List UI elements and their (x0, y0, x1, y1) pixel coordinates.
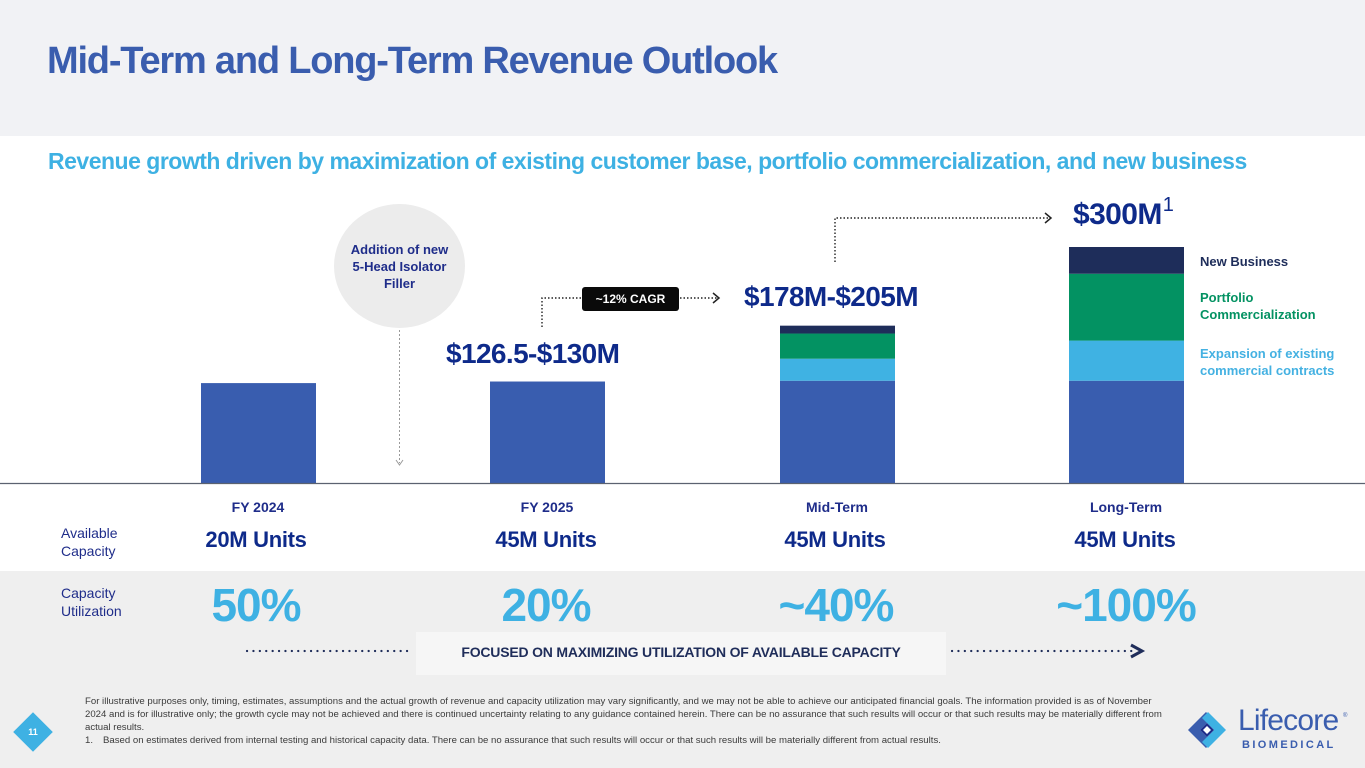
footnote: 1. Based on estimates derived from inter… (85, 734, 1170, 747)
page-subtitle: Revenue growth driven by maximization of… (48, 148, 1247, 174)
cagr-arrow-icon (712, 292, 721, 304)
footnote-number: 1. (85, 735, 94, 746)
footer-band (0, 675, 1365, 768)
data-label-longterm-value: $300M (1073, 198, 1162, 231)
bar-long-term-base (1069, 380, 1184, 483)
available-capacity-value: 45M Units (784, 527, 886, 552)
bar-mid-term-new (780, 325, 895, 334)
logo-wordmark: Lifecore (1238, 704, 1339, 737)
legend-new-business: New Business (1200, 254, 1289, 269)
filler-connector-arrow-icon (395, 459, 404, 466)
bar-fy-2024-base (201, 383, 316, 483)
data-label-midterm: $178M-$205M (744, 281, 919, 312)
cagr-badge: ~12% CAGR (582, 287, 679, 311)
filler-annotation-text: Addition of new 5-Head Isolator Filler (350, 241, 449, 291)
page-number: 11 (28, 727, 38, 737)
bar-mid-term-portfolio (780, 333, 895, 359)
available-capacity-label: Available Capacity (61, 525, 118, 559)
growth-connector-line (834, 217, 1050, 262)
disclaimer-text: For illustrative purposes only, timing, … (85, 696, 1162, 733)
bar-long-term-expansion (1069, 340, 1184, 381)
category-label: FY 2025 (520, 499, 574, 515)
capacity-utilization-value: ~40% (778, 579, 895, 631)
focus-arrow-icon (1130, 643, 1146, 659)
category-label: FY 2024 (231, 499, 285, 515)
disclaimer: For illustrative purposes only, timing, … (85, 695, 1170, 747)
logo-subtitle: BIOMEDICAL (1242, 739, 1336, 751)
capacity-utilization-value: ~100% (1056, 579, 1197, 631)
data-label-longterm: $300M1 (1073, 194, 1174, 232)
legend-portfolio-commercialization: Portfolio Commercialization (1200, 290, 1316, 322)
bar-long-term-new (1069, 247, 1184, 274)
category-label: Long-Term (1089, 499, 1163, 515)
page-title: Mid-Term and Long-Term Revenue Outlook (47, 40, 778, 82)
growth-arrow-icon (1044, 212, 1053, 224)
logo-registered: ® (1343, 713, 1348, 719)
bar-mid-term-base (780, 380, 895, 483)
bar-fy-2025-base (490, 381, 605, 483)
cagr-connector-line (541, 297, 582, 327)
legend-expansion-contracts: Expansion of existing commercial contrac… (1200, 346, 1335, 378)
capacity-utilization-value: 20% (501, 579, 591, 631)
available-capacity-value: 20M Units (205, 527, 307, 552)
filler-annotation-circle: Addition of new 5-Head Isolator Filler (334, 204, 465, 328)
category-label: Mid-Term (806, 499, 868, 515)
focus-box (416, 632, 946, 675)
data-label-fy2025: $126.5-$130M (446, 338, 620, 369)
available-capacity-value: 45M Units (495, 527, 597, 552)
header-band (0, 0, 1365, 136)
focus-statement: FOCUSED ON MAXIMIZING UTILIZATION OF AVA… (461, 644, 901, 660)
bar-long-term-portfolio (1069, 273, 1184, 341)
footnote-marker: 1 (1162, 194, 1174, 216)
capacity-utilization-label: Capacity Utilization (61, 585, 122, 619)
bar-mid-term-expansion (780, 358, 895, 381)
lifecore-logo-icon (1188, 712, 1226, 748)
capacity-utilization-value: 50% (211, 579, 301, 631)
available-capacity-value: 45M Units (1074, 527, 1176, 552)
footnote-text: Based on estimates derived from internal… (103, 735, 941, 746)
